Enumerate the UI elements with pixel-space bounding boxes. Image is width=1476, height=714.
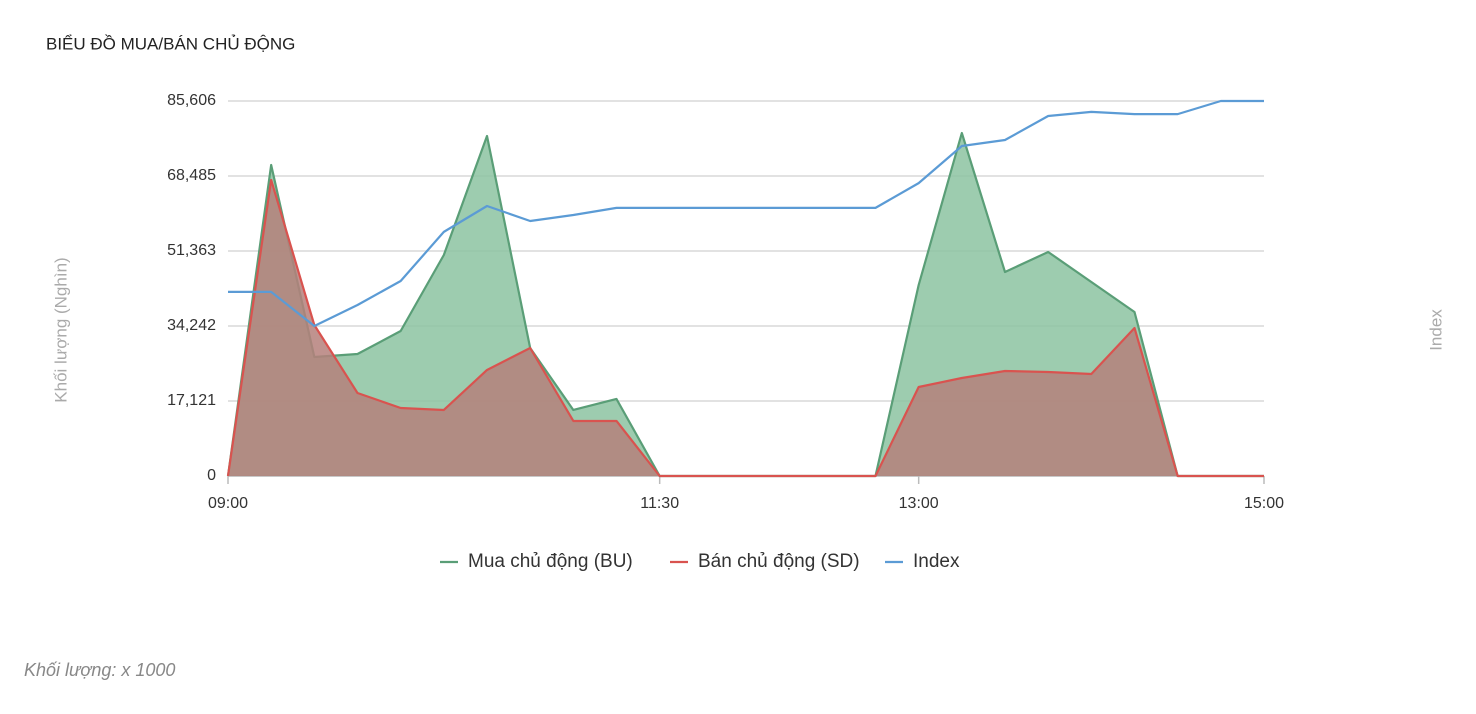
legend-label: Bán chủ động (SD) (698, 551, 860, 572)
legend-label: Mua chủ động (BU) (468, 551, 633, 572)
y-axis-title: Khối lượng (Nghìn) (51, 257, 70, 402)
series-line (228, 99, 1264, 328)
y-tick-label: 51,363 (167, 242, 216, 259)
footnote: Khối lượng: x 1000 (24, 660, 175, 680)
y-tick-label: 68,485 (167, 167, 216, 184)
y-tick-label: 85,606 (167, 92, 216, 109)
y-tick-label: 17,121 (167, 392, 216, 409)
y-tick-label: 0 (207, 467, 216, 484)
x-tick-label: 09:00 (208, 495, 248, 512)
y-tick-label: 34,242 (167, 317, 216, 334)
chart-title: BIỂU ĐỒ MUA/BÁN CHỦ ĐỘNG (46, 34, 295, 53)
x-tick-label: 11:30 (640, 495, 679, 512)
area-fill (228, 179, 1264, 476)
x-tick-label: 13:00 (899, 495, 939, 512)
legend-label: Index (913, 551, 960, 572)
series-line (226, 178, 1264, 478)
x-tick-label: 15:00 (1244, 495, 1284, 512)
y2-axis-title: Index (1426, 309, 1445, 351)
